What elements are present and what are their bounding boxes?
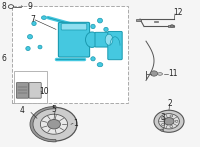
Text: 3: 3 [160, 113, 165, 122]
Ellipse shape [38, 45, 42, 49]
Text: 7: 7 [30, 15, 35, 24]
Ellipse shape [105, 34, 113, 45]
Ellipse shape [26, 46, 30, 51]
Circle shape [159, 114, 179, 129]
Ellipse shape [28, 35, 32, 39]
Bar [12, 6, 128, 103]
Circle shape [161, 123, 164, 126]
Circle shape [175, 120, 178, 122]
FancyBboxPatch shape [61, 24, 87, 30]
Ellipse shape [160, 129, 164, 131]
Circle shape [31, 107, 77, 141]
Circle shape [150, 71, 158, 76]
FancyBboxPatch shape [95, 32, 110, 47]
Circle shape [161, 117, 164, 119]
Text: 9: 9 [27, 2, 32, 11]
Bar [14, 71, 47, 103]
Text: 8: 8 [2, 2, 7, 11]
Bar [136, 19, 141, 21]
Circle shape [40, 114, 68, 134]
Ellipse shape [42, 16, 46, 20]
Text: 12: 12 [174, 8, 183, 17]
Text: 11: 11 [168, 69, 178, 78]
Ellipse shape [91, 57, 95, 61]
Circle shape [164, 118, 174, 125]
Text: 2: 2 [167, 99, 172, 108]
Ellipse shape [158, 73, 162, 75]
Ellipse shape [32, 21, 36, 26]
Circle shape [48, 120, 60, 129]
Text: 10: 10 [39, 87, 49, 96]
FancyBboxPatch shape [58, 22, 90, 57]
FancyBboxPatch shape [29, 83, 41, 98]
Ellipse shape [98, 18, 102, 23]
Circle shape [170, 115, 173, 117]
Bar [154, 21, 158, 22]
FancyBboxPatch shape [108, 31, 122, 60]
Text: 4: 4 [20, 106, 25, 116]
Wedge shape [30, 107, 56, 142]
Ellipse shape [86, 32, 98, 47]
Ellipse shape [97, 63, 103, 67]
Text: 5: 5 [51, 105, 56, 115]
Ellipse shape [104, 27, 108, 31]
FancyBboxPatch shape [16, 83, 29, 98]
Text: 6: 6 [1, 54, 6, 63]
Ellipse shape [91, 24, 95, 29]
Bar [168, 25, 174, 27]
Text: 1: 1 [74, 119, 78, 128]
Circle shape [154, 110, 184, 132]
Circle shape [170, 126, 173, 128]
